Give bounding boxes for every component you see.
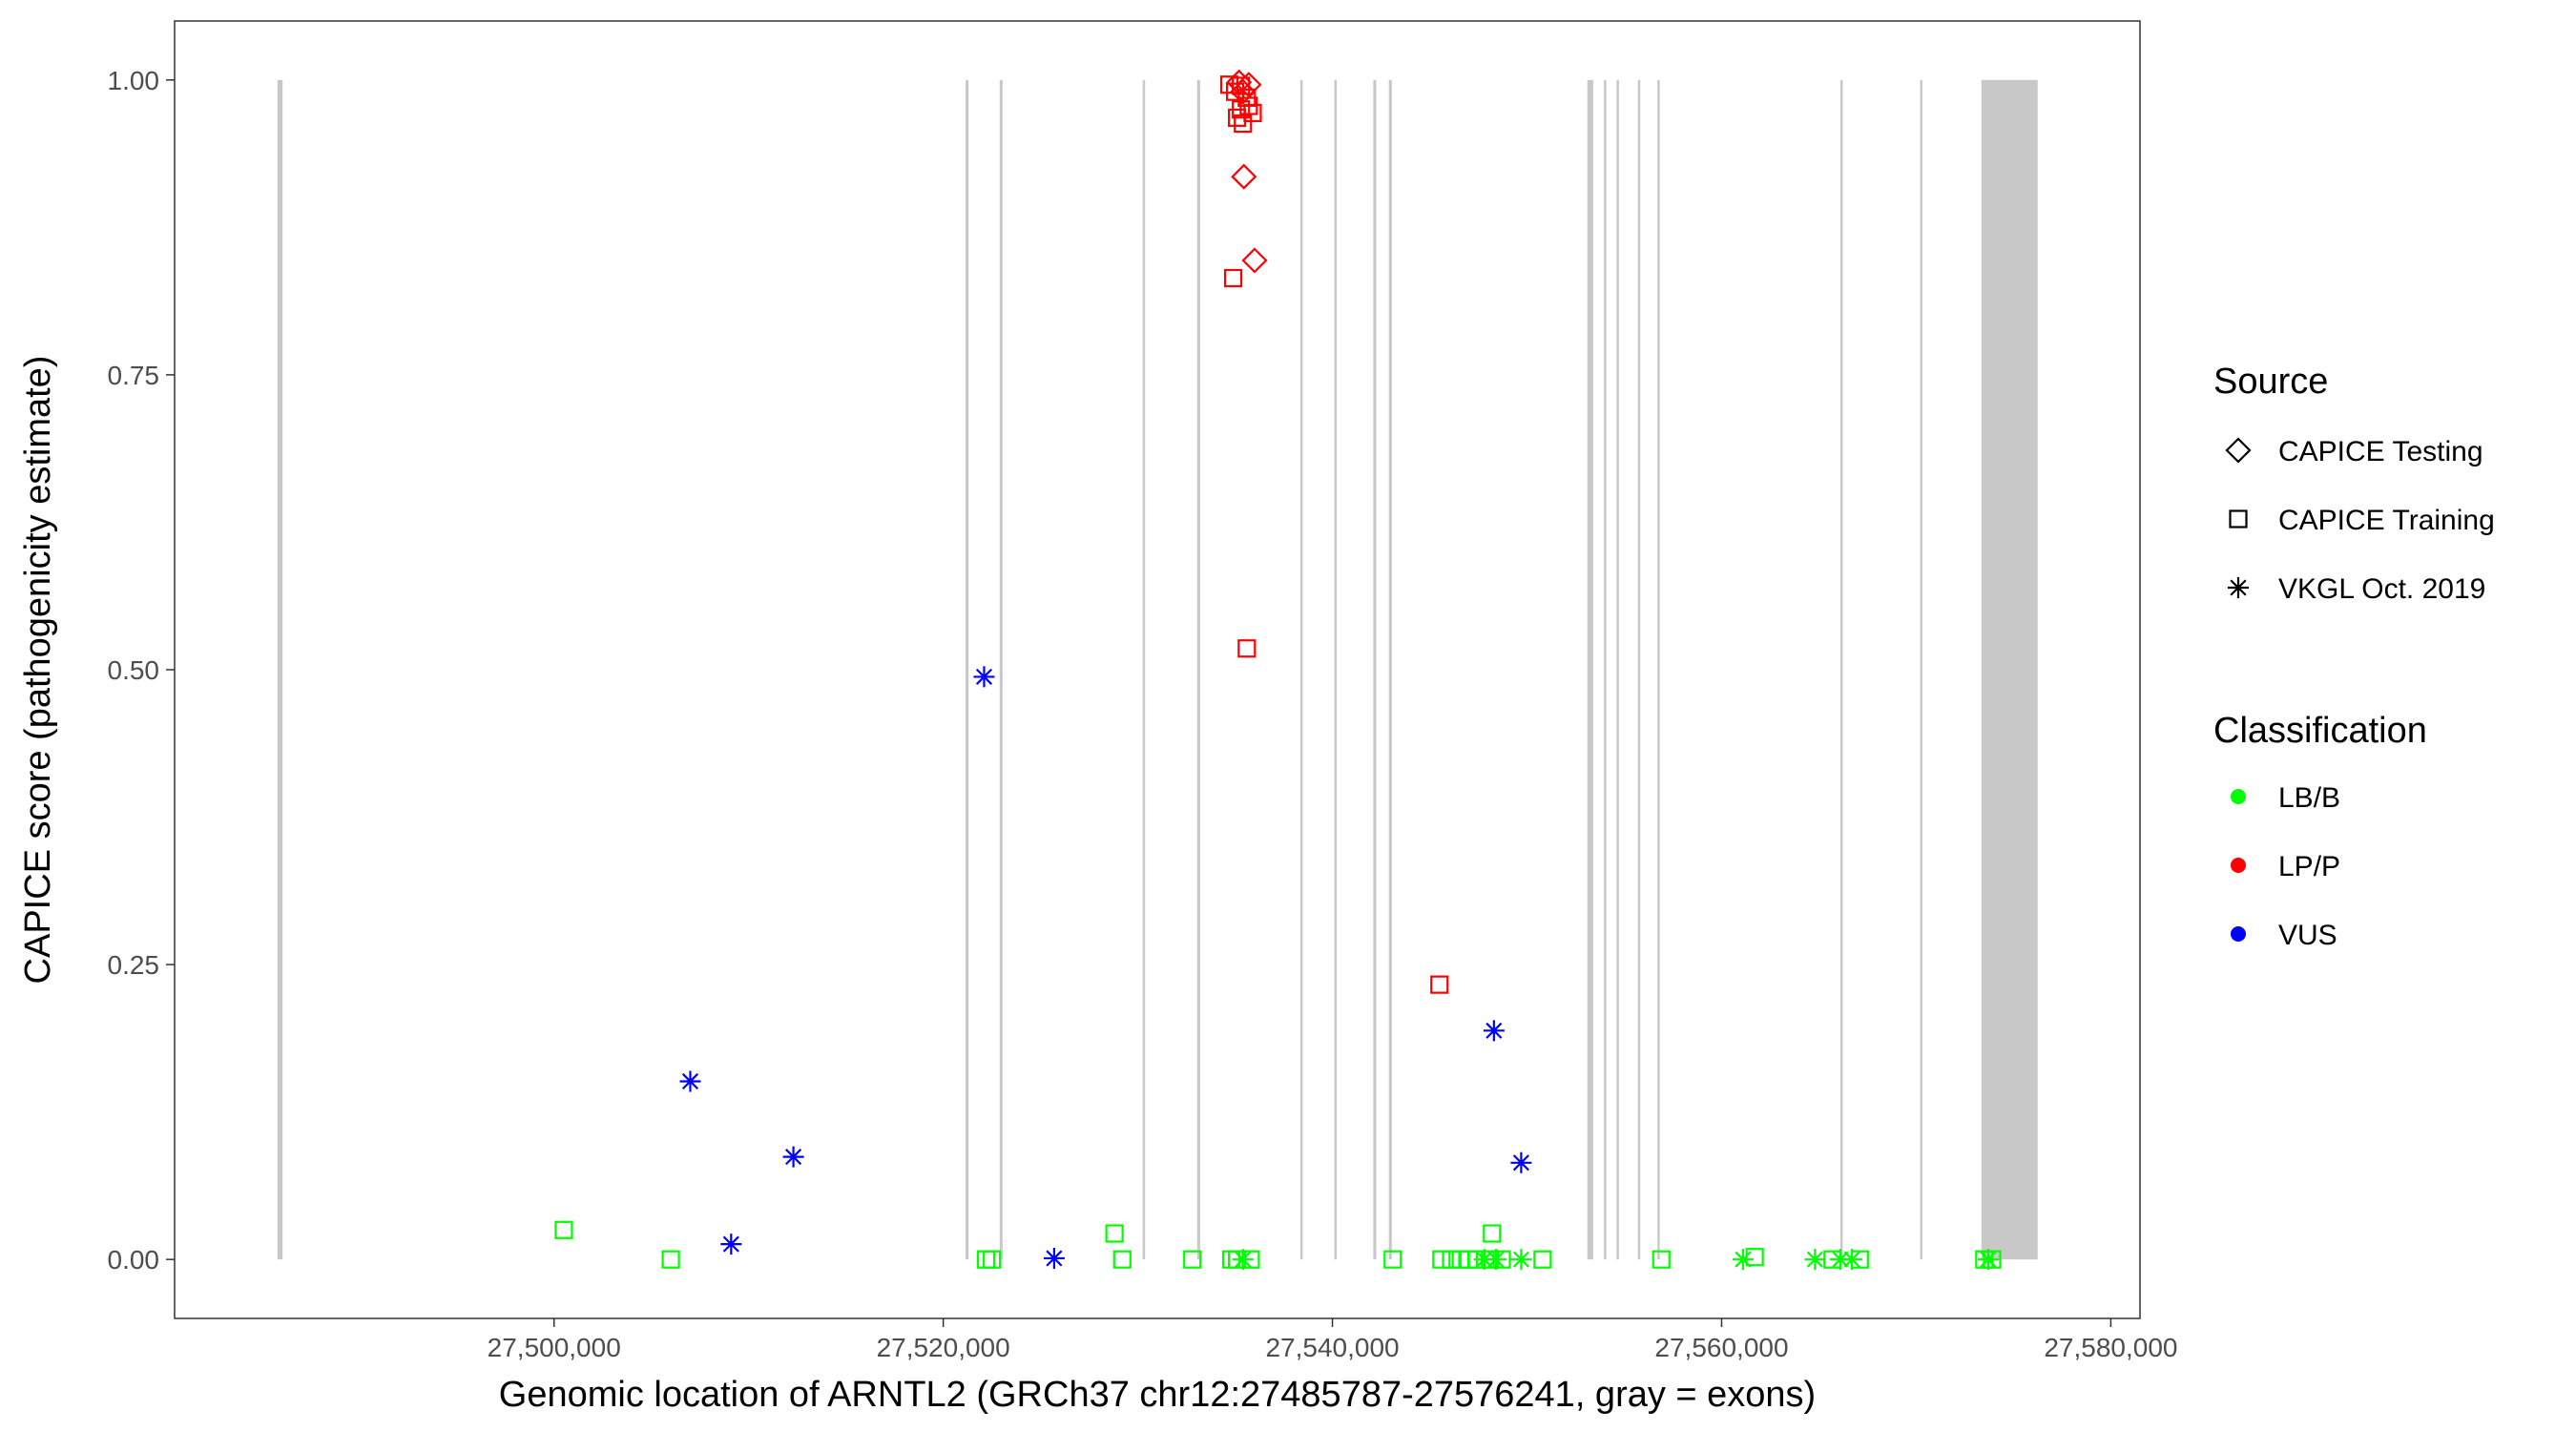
- x-tick-label: 27,520,000: [877, 1333, 1010, 1362]
- data-point-lp-p: [1430, 975, 1449, 994]
- x-axis: 27,500,000 27,520,000 27,540,000 27,560,000…: [488, 1318, 2177, 1362]
- data-point-lb-b: [1850, 1250, 1869, 1269]
- legend-label: VKGL Oct. 2019: [2278, 573, 2485, 605]
- legend-source-entries: CAPICE Testing CAPICE Training VKGL Oct. 2…: [2225, 436, 2495, 605]
- exon-band: [1142, 79, 1146, 1260]
- legend-key-asterisk: [2228, 577, 2249, 598]
- data-point-lb-b: [554, 1220, 573, 1239]
- y-tick-label: 0.25: [108, 950, 160, 980]
- exon-band: [966, 79, 969, 1260]
- data-point-lb-b: [1483, 1224, 1502, 1243]
- legend-key-dot: [2231, 926, 2246, 942]
- data-point-lb-b: [1473, 1249, 1495, 1271]
- legend-label: CAPICE Testing: [2278, 436, 2483, 467]
- data-point-lp-p: [1234, 114, 1253, 134]
- exon-band: [277, 79, 283, 1260]
- data-point-lb-b: [1977, 1249, 1999, 1271]
- x-tick-label: 27,560,000: [1654, 1333, 1788, 1362]
- plot-area: [174, 20, 2141, 1319]
- legend-key-dot: [2231, 858, 2246, 873]
- legend-key-square: [2229, 509, 2248, 529]
- data-point-lb-b: [1492, 1250, 1511, 1269]
- data-point-lb-b: [1983, 1250, 2002, 1269]
- exon-band: [1920, 79, 1923, 1260]
- data-point-lb-b: [1533, 1250, 1552, 1269]
- y-tick-label: 1.00: [108, 66, 160, 95]
- exon-band: [1334, 79, 1338, 1260]
- data-point-lb-b: [1183, 1250, 1202, 1269]
- data-point-lp-p: [1223, 268, 1243, 288]
- data-point-lp-p: [1232, 76, 1251, 95]
- data-point-vus: [679, 1070, 701, 1092]
- data-point-lp-p: [1230, 78, 1257, 105]
- y-axis-title: CAPICE score (pathogenicity estimate): [18, 356, 58, 985]
- exon-band: [1637, 79, 1641, 1260]
- legend: Source CAPICE Testing CAPICE Training VKGL…: [2213, 362, 2495, 951]
- data-point-lp-p: [1228, 108, 1247, 127]
- data-point-lp-p: [1241, 247, 1268, 274]
- exon-band: [1616, 79, 1619, 1260]
- exon-band: [1373, 79, 1377, 1260]
- data-point-vus: [1483, 1020, 1505, 1042]
- y-tick-label: 0.75: [108, 361, 160, 390]
- legend-label: VUS: [2278, 920, 2337, 951]
- data-point-lb-b: [1732, 1249, 1754, 1271]
- legend-label: LP/P: [2278, 851, 2340, 882]
- x-tick-label: 27,500,000: [488, 1333, 621, 1362]
- data-point-lp-p: [1225, 82, 1245, 101]
- exon-band: [1839, 79, 1843, 1260]
- data-point-lb-b: [1745, 1248, 1764, 1267]
- legend-key-diamond: [2225, 437, 2252, 464]
- legend-key-dot: [2231, 789, 2246, 804]
- exon-band: [1604, 79, 1607, 1260]
- data-point-lb-b: [1112, 1250, 1132, 1269]
- y-tick-label: 0.00: [108, 1245, 160, 1275]
- y-axis: 0.00 0.25 0.50 0.75 1.00: [108, 66, 175, 1275]
- legend-classification-title: Classification: [2213, 711, 2427, 751]
- data-point-lb-b: [983, 1250, 1002, 1269]
- data-point-lb-b: [1485, 1249, 1506, 1271]
- exon-band: [1299, 79, 1303, 1260]
- data-point-lb-b: [1241, 1250, 1260, 1269]
- legend-class-entries: LB/B LP/P VUS: [2231, 782, 2340, 951]
- data-point-vus: [973, 666, 995, 688]
- exon-band: [1657, 79, 1660, 1260]
- exon-band: [999, 79, 1003, 1260]
- data-point-vus: [720, 1234, 742, 1255]
- data-point-lb-b: [1829, 1249, 1851, 1271]
- data-point-lb-b: [1510, 1249, 1532, 1271]
- data-point-lb-b: [1442, 1250, 1461, 1269]
- data-point-lb-b: [976, 1250, 996, 1269]
- legend-label: LB/B: [2278, 782, 2340, 814]
- data-point-vus: [782, 1146, 804, 1168]
- data-point-lb-b: [1105, 1224, 1124, 1243]
- data-point-lb-b: [1383, 1250, 1402, 1269]
- legend-label: CAPICE Training: [2278, 505, 2495, 536]
- x-tick-label: 27,540,000: [1265, 1333, 1399, 1362]
- x-tick-label: 27,580,000: [2044, 1333, 2177, 1362]
- exon-band: [1587, 79, 1593, 1260]
- data-point-vus: [1510, 1151, 1532, 1173]
- legend-source-title: Source: [2213, 362, 2328, 402]
- data-point-lb-b: [661, 1250, 680, 1269]
- data-point-lb-b: [1804, 1249, 1826, 1271]
- data-point-lb-b: [1652, 1250, 1671, 1269]
- data-point-lp-p: [1231, 163, 1257, 190]
- exon-band: [1388, 79, 1392, 1260]
- exon-band: [1981, 79, 2038, 1260]
- exon-band: [1196, 79, 1200, 1260]
- data-point-lp-p: [1237, 639, 1257, 658]
- data-point-lb-b: [1432, 1250, 1451, 1269]
- x-axis-title: Genomic location of ARNTL2 (GRCh37 chr12…: [499, 1375, 1816, 1415]
- y-tick-label: 0.50: [108, 655, 160, 685]
- data-point-vus: [1043, 1247, 1065, 1269]
- plot-border: [174, 20, 2141, 1319]
